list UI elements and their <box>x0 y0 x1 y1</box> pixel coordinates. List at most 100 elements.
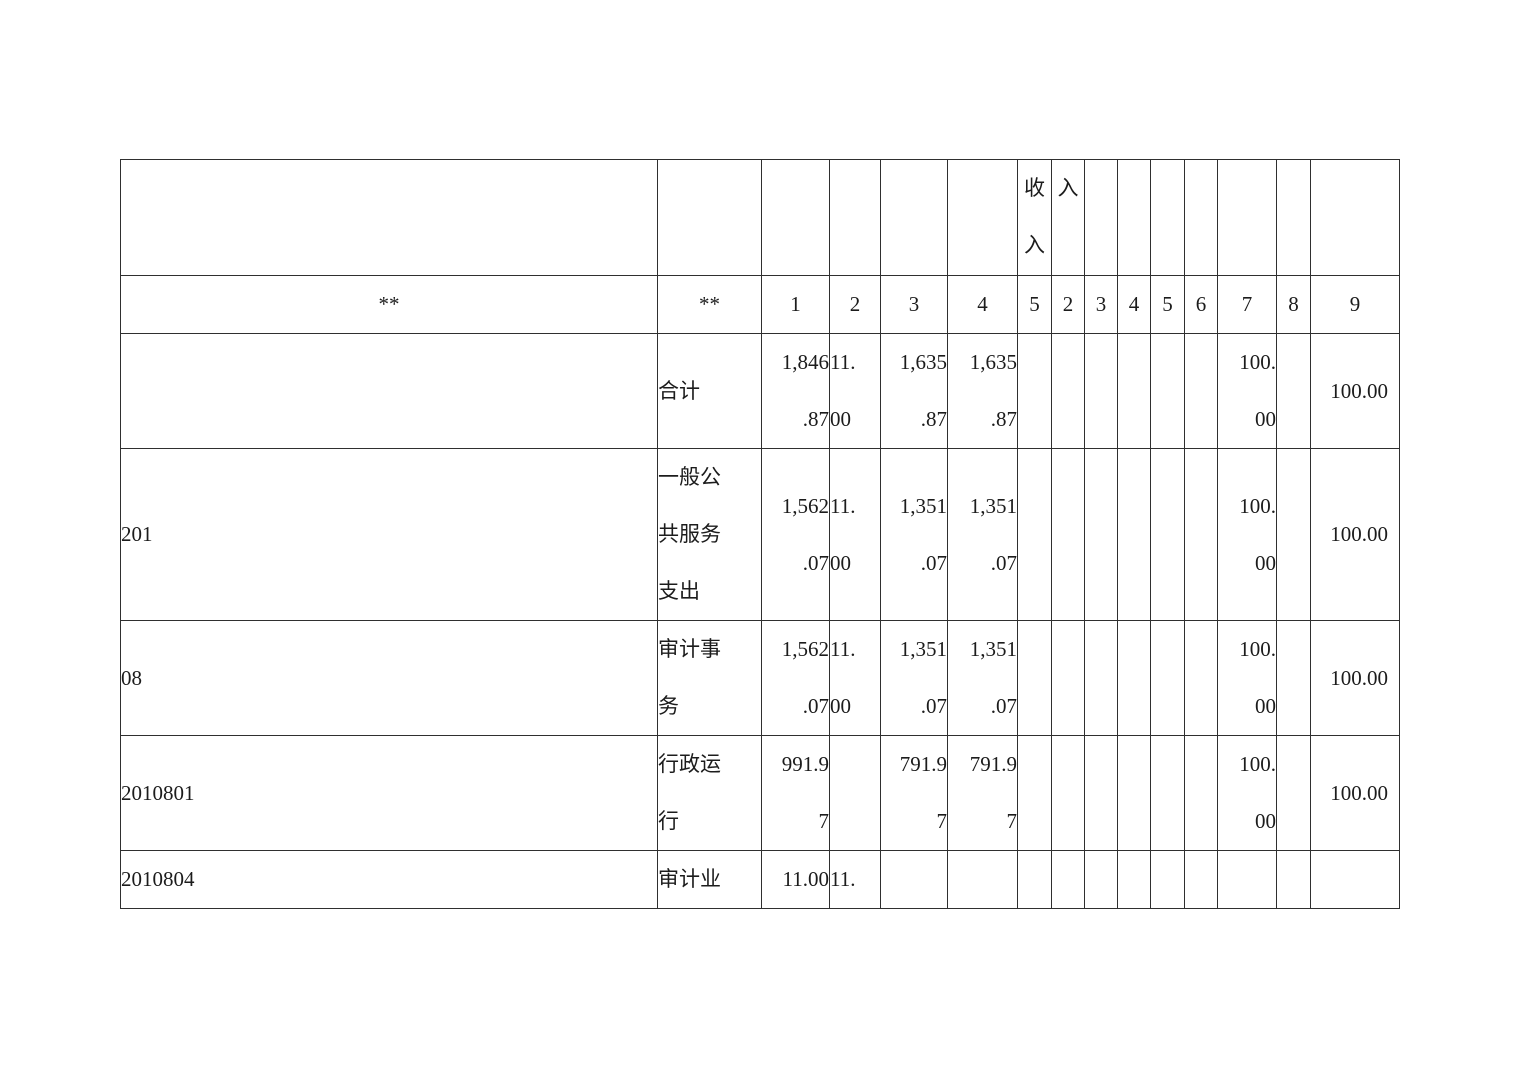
value-cell <box>1084 850 1118 909</box>
value-cell: 1,635 .87 <box>880 333 948 449</box>
value-cell: 1,351 .07 <box>947 620 1018 736</box>
header-row: ** ** 1 2 3 4 5 2 3 4 5 6 7 8 9 <box>120 275 1400 334</box>
table-row: 2010804 审计业 11.00 11. <box>120 850 1400 909</box>
value-cell: 791.9 7 <box>880 735 948 851</box>
header-cell <box>1150 159 1185 276</box>
value-cell <box>1117 620 1151 736</box>
value-cell: 100. 00 <box>1217 448 1277 621</box>
value-cell <box>1150 620 1185 736</box>
header-row: 收 入入 <box>120 159 1400 276</box>
value-cell <box>1276 735 1311 851</box>
value-cell: 1,351 .07 <box>947 448 1018 621</box>
value-cell <box>1184 850 1218 909</box>
value-cell <box>1310 850 1400 909</box>
value-cell <box>1051 735 1085 851</box>
code-cell: 08 <box>120 620 658 736</box>
value-cell <box>829 735 881 851</box>
header-cell <box>1276 159 1311 276</box>
header-cell: 收 入 <box>1017 159 1052 276</box>
table-row: 2010801 行政运 行 991.9 7 791.9 7 791.9 7 100. 00… <box>120 735 1400 851</box>
value-cell <box>1084 735 1118 851</box>
name-cell: 审计事 务 <box>657 620 762 736</box>
value-cell <box>1051 448 1085 621</box>
value-cell <box>1217 850 1277 909</box>
value-cell <box>1017 850 1052 909</box>
table-row: 08 审计事 务 1,562 .07 11. 00 1,351 .07 1,351 .07… <box>120 620 1400 736</box>
value-cell <box>1117 735 1151 851</box>
header-cell <box>1084 159 1118 276</box>
code-cell: 2010804 <box>120 850 658 909</box>
value-cell <box>1017 448 1052 621</box>
header-cell: 3 <box>880 275 948 334</box>
value-cell: 1,562 .07 <box>761 448 830 621</box>
value-cell <box>1051 333 1085 449</box>
value-cell: 1,562 .07 <box>761 620 830 736</box>
value-cell <box>880 850 948 909</box>
value-cell <box>1150 735 1185 851</box>
header-cell: 6 <box>1184 275 1218 334</box>
value-cell: 1,635 .87 <box>947 333 1018 449</box>
value-cell: 991.9 7 <box>761 735 830 851</box>
value-cell: 11. 00 <box>829 333 881 449</box>
value-cell <box>947 850 1018 909</box>
header-cell <box>829 159 881 276</box>
header-cell: 7 <box>1217 275 1277 334</box>
value-cell <box>1184 620 1218 736</box>
value-cell <box>1117 850 1151 909</box>
value-cell <box>1184 333 1218 449</box>
header-cell: 4 <box>947 275 1018 334</box>
name-cell: 合计 <box>657 333 762 449</box>
header-cell: 4 <box>1117 275 1151 334</box>
code-cell <box>120 333 658 449</box>
value-cell: 100. 00 <box>1217 735 1277 851</box>
table-container: 收 入入 ** ** 1 2 3 4 5 2 3 4 5 6 7 8 9 合计 1,846 .87 11. 00 1,… <box>120 159 1400 909</box>
header-cell: 入 <box>1051 159 1085 276</box>
value-cell <box>1084 620 1118 736</box>
name-cell: 行政运 行 <box>657 735 762 851</box>
code-cell: 2010801 <box>120 735 658 851</box>
value-cell: 11.00 <box>761 850 830 909</box>
value-cell <box>1051 850 1085 909</box>
header-cell <box>1310 159 1400 276</box>
header-cell: 3 <box>1084 275 1118 334</box>
value-cell: 100. 00 <box>1217 620 1277 736</box>
header-cell <box>880 159 948 276</box>
value-cell <box>1276 448 1311 621</box>
value-cell: 100.00 <box>1310 448 1400 621</box>
header-cell <box>657 159 762 276</box>
budget-table: 收 入入 ** ** 1 2 3 4 5 2 3 4 5 6 7 8 9 合计 1,846 .87 11. 00 1,… <box>120 159 1400 909</box>
value-cell <box>1150 333 1185 449</box>
value-cell <box>1276 620 1311 736</box>
value-cell: 11. 00 <box>829 620 881 736</box>
value-cell <box>1117 448 1151 621</box>
value-cell: 100.00 <box>1310 620 1400 736</box>
table-row: 合计 1,846 .87 11. 00 1,635 .87 1,635 .87 100. … <box>120 333 1400 449</box>
header-cell <box>947 159 1018 276</box>
value-cell <box>1084 448 1118 621</box>
header-cell: 5 <box>1017 275 1052 334</box>
header-cell: 8 <box>1276 275 1311 334</box>
header-cell: 5 <box>1150 275 1185 334</box>
value-cell <box>1051 620 1085 736</box>
value-cell <box>1150 448 1185 621</box>
table-body: 收 入入 ** ** 1 2 3 4 5 2 3 4 5 6 7 8 9 合计 1,846 .87 11. 00 1,… <box>120 159 1400 909</box>
header-cell <box>1117 159 1151 276</box>
value-cell <box>1117 333 1151 449</box>
value-cell: 11. <box>829 850 881 909</box>
value-cell: 791.9 7 <box>947 735 1018 851</box>
header-cell <box>120 159 658 276</box>
header-cell: ** <box>657 275 762 334</box>
value-cell <box>1150 850 1185 909</box>
value-cell <box>1184 448 1218 621</box>
value-cell: 100.00 <box>1310 735 1400 851</box>
code-cell: 201 <box>120 448 658 621</box>
name-cell: 一般公 共服务 支出 <box>657 448 762 621</box>
header-cell <box>1184 159 1218 276</box>
value-cell <box>1017 735 1052 851</box>
header-cell: 1 <box>761 275 830 334</box>
value-cell <box>1017 620 1052 736</box>
header-cell: ** <box>120 275 658 334</box>
value-cell: 100.00 <box>1310 333 1400 449</box>
value-cell <box>1184 735 1218 851</box>
